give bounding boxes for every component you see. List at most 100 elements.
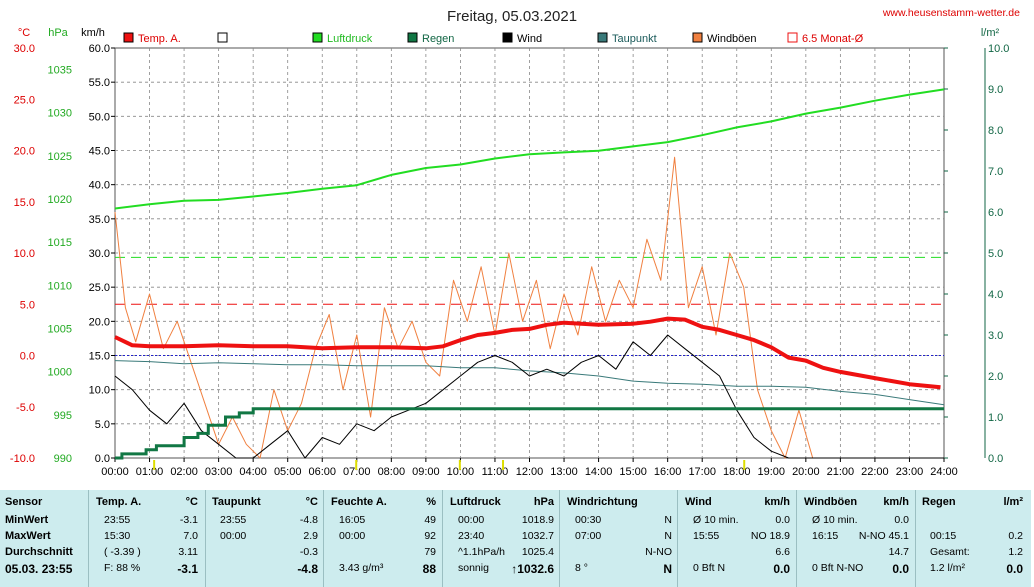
x-tick-label: 15:00 <box>619 466 647 476</box>
hpa-tick-label: 1025 <box>48 151 72 163</box>
table-cell-value: N <box>664 530 672 542</box>
rain-tick-label: 3.0 <box>988 330 1003 342</box>
legend-label: Luftdruck <box>327 33 373 45</box>
x-tick-label: 20:00 <box>792 466 820 476</box>
hpa-tick-label: 1020 <box>48 194 72 206</box>
table-cell-time: 16:05 <box>339 514 366 526</box>
kmh-tick-label: 55.0 <box>89 77 110 89</box>
table-header-rain: Regen <box>922 496 956 508</box>
table-unit-wind: km/h <box>764 496 790 508</box>
rain-tick-label: 9.0 <box>988 84 1003 96</box>
legend-label: 6.5 Monat-Ø <box>802 33 864 45</box>
series-temp <box>114 316 941 390</box>
table-header-press: Luftdruck <box>450 496 501 508</box>
x-tick-label: 09:00 <box>412 466 440 476</box>
rain-tick-label: 4.0 <box>988 289 1003 301</box>
series-windboeen <box>114 156 841 459</box>
table-cell-value: 3.11 <box>178 546 198 558</box>
x-tick-label: 21:00 <box>827 466 855 476</box>
table-cell-value: 0.0 <box>775 514 790 526</box>
x-tick-label: 17:00 <box>688 466 716 476</box>
x-tick-label: 01:00 <box>136 466 164 476</box>
rain-tick-label: 8.0 <box>988 125 1003 137</box>
table-cell-time: 15:55 <box>693 530 720 542</box>
table-unit-dew: °C <box>305 496 318 508</box>
table-cell-time: 00:15 <box>930 530 957 542</box>
table-cell-value: N <box>664 514 672 526</box>
legend-swatch <box>692 32 703 43</box>
legend-label: Taupunkt <box>612 33 657 45</box>
table-header-temp: Temp. A. <box>96 496 142 508</box>
rain-tick-label: 6.0 <box>988 207 1003 219</box>
kmh-tick-label: 20.0 <box>89 316 110 328</box>
legend-swatch <box>312 32 323 43</box>
temp-tick-label: -10.0 <box>10 453 35 465</box>
kmh-unit-label: km/h <box>81 27 105 39</box>
x-tick-label: 05:00 <box>274 466 302 476</box>
rain-tick-label: 7.0 <box>988 166 1003 178</box>
legend-label: Windböen <box>707 33 757 45</box>
column-divider <box>677 490 678 587</box>
column-divider <box>88 490 89 587</box>
x-tick-label: 00:00 <box>101 466 129 476</box>
table-cell-value: 14.7 <box>888 546 909 558</box>
table-cell-value: -0.3 <box>299 546 318 558</box>
series-regen <box>115 407 944 460</box>
legend-swatch <box>787 32 798 43</box>
table-cell-time: 00:00 <box>458 514 485 526</box>
column-divider <box>915 490 916 587</box>
table-cell-value: -4.8 <box>297 562 318 576</box>
table-cell-time: 00:30 <box>575 514 602 526</box>
kmh-tick-label: 10.0 <box>89 385 110 397</box>
x-tick-label: 07:00 <box>343 466 371 476</box>
x-tick-label: 18:00 <box>723 466 751 476</box>
x-tick-label: 08:00 <box>378 466 406 476</box>
table-cell-value: -3.1 <box>179 514 198 526</box>
hpa-tick-label: 1010 <box>48 280 72 292</box>
site-url: www.heusenstamm-wetter.de <box>882 7 1020 19</box>
rain-unit-label: l/m² <box>981 27 1000 39</box>
table-cell-time: 23:55 <box>220 514 247 526</box>
table-row-label: MinWert <box>5 514 49 526</box>
table-cell-time: F: 88 % <box>104 562 141 574</box>
table-cell-time: 23:55 <box>104 514 131 526</box>
table-cell-time: sonnig <box>458 562 489 574</box>
x-tick-label: 23:00 <box>896 466 924 476</box>
kmh-tick-label: 0.0 <box>95 453 110 465</box>
hpa-tick-label: 990 <box>54 453 72 465</box>
table-cell-time: 1.2 l/m² <box>930 562 966 574</box>
table-header-dir: Windrichtung <box>567 496 638 508</box>
table-cell-value: N <box>663 562 672 576</box>
table-cell-value: 6.6 <box>775 546 790 558</box>
kmh-tick-label: 15.0 <box>89 351 110 363</box>
column-divider <box>205 490 206 587</box>
kmh-tick-label: 35.0 <box>89 214 110 226</box>
table-cell-time: ^1.1hPa/h <box>458 546 505 558</box>
table-cell-value: 49 <box>424 514 436 526</box>
table-cell-value: N-NO <box>645 546 672 558</box>
x-tick-label: 13:00 <box>550 466 578 476</box>
table-cell-time: ( -3.39 ) <box>104 546 141 558</box>
kmh-tick-label: 50.0 <box>89 111 110 123</box>
table-cell-value: 0.0 <box>894 514 909 526</box>
table-cell-value: 0.2 <box>1008 530 1023 542</box>
table-cell-time: Gesamt: <box>930 546 970 558</box>
kmh-tick-label: 45.0 <box>89 146 110 158</box>
table-cell-time: 00:00 <box>339 530 366 542</box>
table-cell-value: NO 18.9 <box>750 530 790 542</box>
table-cell-time: 3.43 g/m³ <box>339 562 384 574</box>
kmh-tick-label: 60.0 <box>89 43 110 55</box>
x-tick-label: 02:00 <box>170 466 198 476</box>
legend-swatch <box>407 32 418 43</box>
legend-swatch <box>123 32 134 43</box>
column-divider <box>323 490 324 587</box>
table-header-hum: Feuchte A. <box>331 496 387 508</box>
temp-unit-label: °C <box>18 27 30 39</box>
table-cell-time: 8 ° <box>575 562 588 574</box>
table-cell-value: -3.1 <box>177 562 198 576</box>
rain-tick-label: 5.0 <box>988 248 1003 260</box>
x-tick-label: 14:00 <box>585 466 613 476</box>
column-divider <box>442 490 443 587</box>
temp-tick-label: 0.0 <box>20 351 35 363</box>
kmh-tick-label: 25.0 <box>89 282 110 294</box>
